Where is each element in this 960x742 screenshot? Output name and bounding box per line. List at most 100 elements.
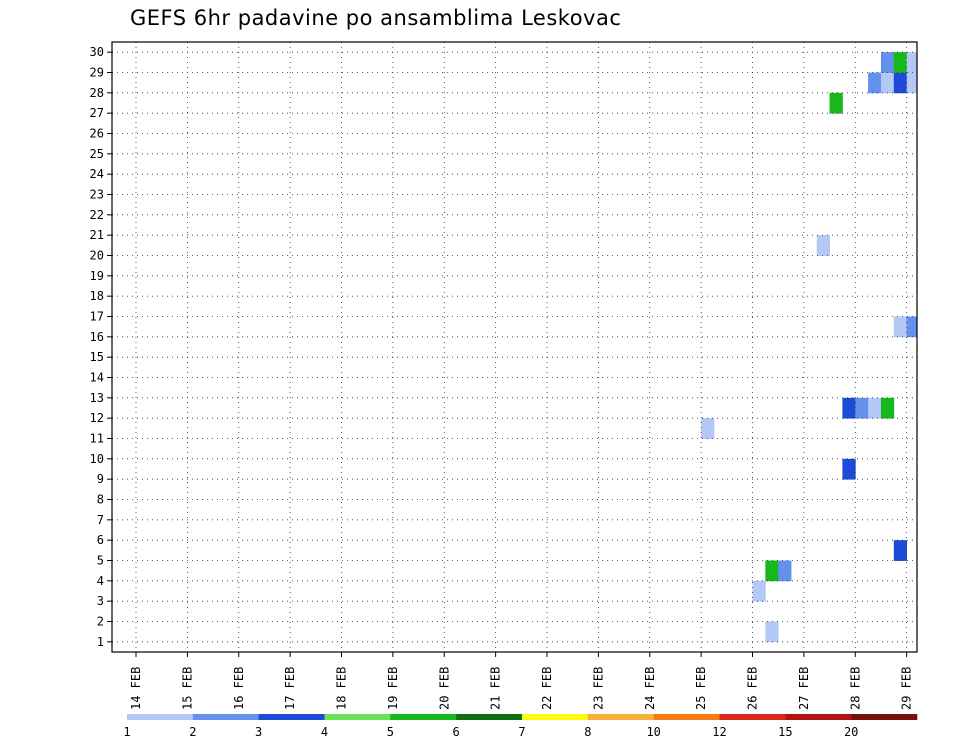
y-tick-label: 20 bbox=[90, 249, 104, 263]
x-tick-label: 14 FEB bbox=[129, 667, 143, 710]
colorbar-swatch bbox=[324, 714, 391, 720]
x-tick-label: 17 FEB bbox=[283, 667, 297, 710]
y-tick-label: 29 bbox=[90, 66, 104, 80]
y-tick-label: 8 bbox=[97, 493, 104, 507]
heatmap-cell bbox=[829, 92, 843, 114]
heatmap-cell bbox=[893, 540, 908, 561]
x-tick-label: 20 FEB bbox=[437, 667, 451, 710]
y-tick-label: 4 bbox=[97, 574, 104, 588]
y-tick-label: 12 bbox=[90, 411, 104, 425]
y-tick-label: 22 bbox=[90, 208, 104, 222]
y-tick-label: 15 bbox=[90, 350, 104, 364]
heatmap-cell bbox=[868, 397, 882, 419]
x-tick-label: 25 FEB bbox=[694, 667, 708, 710]
heatmap-cell bbox=[855, 397, 869, 419]
colorbar-label: 7 bbox=[518, 725, 525, 739]
y-tick-label: 24 bbox=[90, 167, 104, 181]
x-axis: 14 FEB 15 FEB 16 FEB 17 FEB 18 FEB 19 FEB 20 F… bbox=[129, 652, 914, 710]
colorbar-swatch bbox=[719, 714, 786, 720]
x-tick-label: 23 FEB bbox=[591, 667, 605, 710]
x-tick-label: 29 FEB bbox=[900, 667, 914, 710]
y-tick-label: 19 bbox=[90, 269, 104, 283]
heatmap-cell bbox=[868, 72, 882, 94]
heatmap-cell bbox=[701, 418, 715, 439]
x-tick-label: 24 FEB bbox=[643, 667, 657, 710]
y-tick-label: 6 bbox=[97, 533, 104, 547]
y-tick-label: 5 bbox=[97, 554, 104, 568]
colorbar-swatch bbox=[785, 714, 852, 720]
heatmap-cells bbox=[701, 52, 918, 643]
x-tick-label: 19 FEB bbox=[386, 667, 400, 710]
colorbar-label: 1 bbox=[123, 725, 130, 739]
colorbar-label: 2 bbox=[189, 725, 196, 739]
y-tick-label: 21 bbox=[90, 228, 104, 242]
colorbar-label: 10 bbox=[646, 725, 660, 739]
y-tick-label: 9 bbox=[97, 472, 104, 486]
x-tick-label: 18 FEB bbox=[335, 667, 349, 710]
colorbar-swatch bbox=[127, 714, 194, 720]
x-tick-label: 27 FEB bbox=[797, 667, 811, 710]
y-tick-label: 7 bbox=[97, 513, 104, 527]
colorbar: 1 2 3 4 5 6 7 8 10 12 15 20 bbox=[123, 714, 918, 739]
y-tick-label: 11 bbox=[90, 432, 104, 446]
colorbar-swatch bbox=[587, 714, 654, 720]
heatmap-cell bbox=[842, 458, 856, 480]
plot-frame bbox=[111, 41, 918, 653]
chart-title: GEFS 6hr padavine po ansamblima Leskovac bbox=[130, 6, 622, 30]
y-tick-label: 1 bbox=[97, 635, 104, 649]
y-tick-label: 16 bbox=[90, 330, 104, 344]
colorbar-label: 20 bbox=[844, 725, 858, 739]
x-tick-label: 28 FEB bbox=[848, 667, 862, 710]
y-tick-label: 23 bbox=[90, 188, 104, 202]
y-tick-label: 26 bbox=[90, 127, 104, 141]
heatmap-cell bbox=[906, 52, 918, 73]
gridlines bbox=[112, 42, 917, 652]
heatmap-cell bbox=[880, 52, 895, 73]
colorbar-swatch bbox=[258, 714, 325, 720]
heatmap-cell bbox=[778, 560, 792, 582]
heatmap-cell bbox=[893, 52, 908, 73]
y-tick-label: 14 bbox=[90, 371, 104, 385]
y-tick-label: 10 bbox=[90, 452, 104, 466]
colorbar-swatch bbox=[390, 714, 457, 720]
y-tick-label: 30 bbox=[90, 45, 104, 59]
y-tick-label: 18 bbox=[90, 289, 104, 303]
colorbar-label: 6 bbox=[453, 725, 460, 739]
heatmap-cell bbox=[880, 72, 895, 94]
heatmap-cell bbox=[906, 72, 918, 94]
colorbar-label: 4 bbox=[321, 725, 328, 739]
colorbar-swatch bbox=[192, 714, 259, 720]
heatmap-cell bbox=[893, 72, 908, 94]
colorbar-swatch bbox=[456, 714, 523, 720]
x-tick-label: 16 FEB bbox=[232, 667, 246, 710]
colorbar-label: 15 bbox=[778, 725, 792, 739]
heatmap-cell bbox=[842, 397, 856, 419]
colorbar-label: 12 bbox=[712, 725, 726, 739]
y-tick-label: 2 bbox=[97, 615, 104, 629]
y-tick-label: 3 bbox=[97, 594, 104, 608]
heatmap-cell bbox=[765, 560, 779, 582]
y-axis: 1234567891011121314151617181920212223242… bbox=[90, 45, 112, 649]
y-tick-label: 27 bbox=[90, 106, 104, 120]
heatmap-cell bbox=[752, 580, 766, 602]
heatmap-cell bbox=[906, 316, 918, 338]
y-tick-label: 17 bbox=[90, 310, 104, 324]
x-tick-label: 26 FEB bbox=[746, 667, 760, 710]
x-tick-label: 21 FEB bbox=[489, 667, 503, 710]
heatmap-cell bbox=[893, 316, 908, 338]
x-tick-label: 15 FEB bbox=[180, 667, 194, 710]
heatmap-cell bbox=[816, 235, 830, 256]
heatmap-cell bbox=[765, 621, 779, 643]
y-tick-label: 28 bbox=[90, 86, 104, 100]
x-tick-label: 22 FEB bbox=[540, 667, 554, 710]
colorbar-label: 5 bbox=[387, 725, 394, 739]
colorbar-swatch bbox=[653, 714, 720, 720]
y-tick-label: 13 bbox=[90, 391, 104, 405]
y-tick-label: 25 bbox=[90, 147, 104, 161]
colorbar-swatch bbox=[522, 714, 589, 720]
colorbar-label: 3 bbox=[255, 725, 262, 739]
heatmap-cell bbox=[880, 397, 895, 419]
colorbar-label: 8 bbox=[584, 725, 591, 739]
colorbar-swatch bbox=[851, 714, 918, 720]
